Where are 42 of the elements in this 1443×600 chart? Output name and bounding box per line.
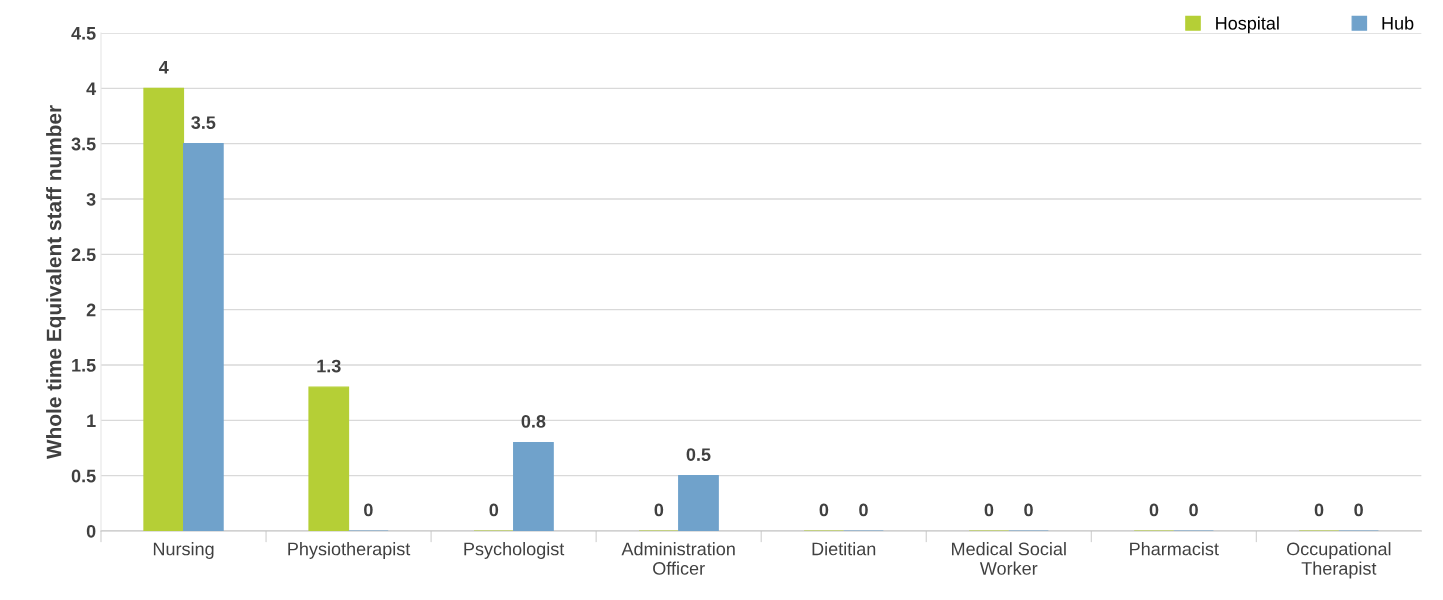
data-label: 0 [1354,503,1363,517]
x-tick-label: Medical Social Worker [952,542,1066,575]
data-label: 3.5 [191,116,216,130]
data-label: 0 [1189,503,1198,517]
x-tick-label: Pharmacist [1130,542,1219,556]
data-label: 0 [654,503,664,517]
legend-label: Hub [1382,16,1414,30]
x-tick-label: Physiotherapist [288,542,411,559]
data-label: 0 [1314,503,1324,517]
y-axis-title: Whole time Equivalent staff number [46,105,66,460]
data-label: 0.8 [521,415,546,428]
y-tick-label: 2.5 [71,248,96,262]
bar [513,441,554,531]
y-tick-label: 1 [87,414,96,427]
y-tick-label: 2 [86,303,96,317]
y-tick-label: 1.5 [72,359,96,372]
data-label: 0.5 [686,448,711,461]
y-tick-label: 4.5 [71,27,96,40]
y-tick-label: 4 [86,82,97,95]
bar [308,386,350,531]
x-tick-label: Nursing [153,542,214,559]
bar [182,143,224,531]
data-label: 0 [984,503,994,517]
bar [143,87,185,531]
y-tick-label: 0 [86,524,96,538]
y-tick-label: 3 [86,192,96,206]
x-tick-label: Occupational Therapist [1287,542,1391,579]
y-tick-label: 3.5 [71,137,96,151]
x-tick-label: Psychologist [464,542,565,559]
legend-label: Hospital [1216,16,1279,34]
x-tick-label: Dietitian [812,542,876,556]
data-label: 0 [819,503,829,517]
data-label: 0 [1149,503,1159,517]
data-label: 0 [859,503,868,517]
data-label: 0 [489,503,499,517]
x-tick-label: Administration Officer [621,542,735,575]
bar [678,475,719,531]
y-tick-label: 0.5 [71,469,96,483]
data-label: 0 [364,503,373,517]
data-label: 0 [1024,503,1033,517]
data-label: 1.3 [317,359,341,373]
data-label: 4 [158,61,169,74]
